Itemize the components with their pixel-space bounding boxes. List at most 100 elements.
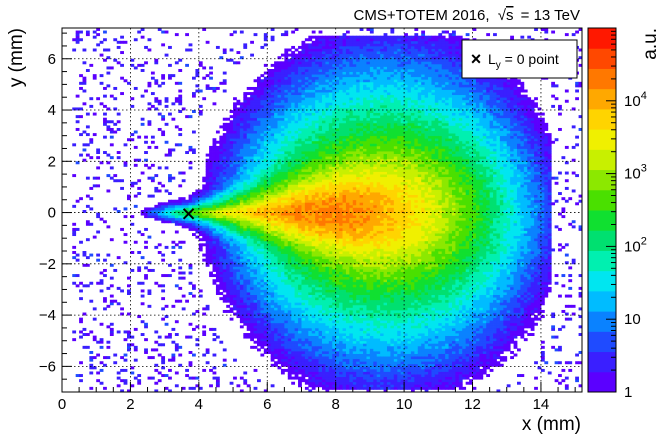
heatmap-cell xyxy=(144,210,148,213)
heatmap-cell xyxy=(301,353,306,357)
heatmap-cell xyxy=(308,230,313,234)
heatmap-cell xyxy=(226,174,231,178)
heatmap-cell xyxy=(332,374,337,378)
heatmap-cell xyxy=(291,115,296,119)
heatmap-cell xyxy=(109,263,114,267)
heatmap-cell xyxy=(325,138,330,142)
heatmap-cell xyxy=(260,238,265,242)
heatmap-cell xyxy=(263,184,268,188)
heatmap-cell xyxy=(267,207,272,211)
heatmap-cell xyxy=(243,312,248,316)
heatmap-cell xyxy=(328,204,333,208)
heatmap-cell xyxy=(243,317,248,321)
heatmap-cell xyxy=(318,130,323,134)
heatmap-cell xyxy=(277,148,282,152)
heatmap-cell xyxy=(270,238,275,242)
heatmap-cell xyxy=(328,179,333,183)
heatmap-cell xyxy=(311,325,316,329)
heatmap-cell xyxy=(215,207,220,211)
heatmap-cell xyxy=(332,343,337,347)
heatmap-cell xyxy=(89,371,94,375)
heatmap-cell xyxy=(315,143,319,147)
heatmap-cell xyxy=(168,179,172,183)
heatmap-cell xyxy=(174,204,179,208)
heatmap-cell xyxy=(257,181,261,185)
heatmap-cell xyxy=(328,279,333,283)
heatmap-cell xyxy=(202,220,207,224)
heatmap-cell xyxy=(308,156,313,160)
heatmap-cell xyxy=(260,176,265,180)
heatmap-cell xyxy=(123,240,128,244)
heatmap-cell xyxy=(280,92,285,96)
heatmap-cell xyxy=(209,199,213,203)
heatmap-cell xyxy=(318,207,323,211)
heatmap-cell xyxy=(325,125,330,129)
heatmap-cell xyxy=(318,212,323,216)
heatmap-cell xyxy=(308,51,313,55)
heatmap-cell xyxy=(215,233,220,237)
heatmap-cell xyxy=(233,312,237,316)
heatmap-cell xyxy=(284,202,289,206)
heatmap-cell xyxy=(257,317,261,321)
heatmap-cell xyxy=(301,138,306,142)
heatmap-cell xyxy=(219,340,224,344)
heatmap-cell xyxy=(209,327,213,331)
heatmap-cell xyxy=(96,184,101,188)
heatmap-cell xyxy=(233,240,237,244)
heatmap-cell xyxy=(332,215,337,219)
heatmap-cell xyxy=(239,174,244,178)
heatmap-cell xyxy=(311,184,316,188)
heatmap-cell xyxy=(298,161,302,165)
heatmap-cell xyxy=(113,174,118,178)
heatmap-cell xyxy=(168,199,172,203)
heatmap-cell xyxy=(291,353,296,357)
heatmap-cell xyxy=(294,297,299,301)
heatmap-cell xyxy=(294,274,299,278)
heatmap-cell xyxy=(198,225,203,229)
heatmap-cell xyxy=(106,107,111,111)
heatmap-cell xyxy=(113,179,118,183)
heatmap-cell xyxy=(246,325,251,329)
heatmap-cell xyxy=(226,266,231,270)
heatmap-cell xyxy=(270,197,275,201)
heatmap-cell xyxy=(236,184,241,188)
heatmap-cell xyxy=(120,312,124,316)
heatmap-cell xyxy=(99,340,104,344)
heatmap-cell xyxy=(253,153,258,157)
heatmap-cell xyxy=(222,153,227,157)
heatmap-cell xyxy=(318,245,323,249)
heatmap-cell xyxy=(284,63,289,67)
heatmap-cell xyxy=(284,204,289,208)
heatmap-cell xyxy=(246,130,251,134)
heatmap-cell xyxy=(284,58,289,62)
heatmap-cell xyxy=(263,192,268,196)
heatmap-cell xyxy=(304,148,309,152)
heatmap-cell xyxy=(253,289,258,293)
heatmap-cell xyxy=(263,71,268,75)
heatmap-cell xyxy=(226,261,231,265)
heatmap-cell xyxy=(267,127,272,131)
heatmap-cell xyxy=(311,284,316,288)
heatmap-cell xyxy=(75,40,80,44)
heatmap-cell xyxy=(239,168,244,172)
heatmap-cell xyxy=(188,217,193,221)
heatmap-cell xyxy=(109,127,114,131)
heatmap-cell xyxy=(287,102,292,106)
heatmap-cell xyxy=(205,171,210,175)
heatmap-cell xyxy=(304,158,309,162)
heatmap-cell xyxy=(322,199,326,203)
heatmap-cell xyxy=(239,153,244,157)
heatmap-cell xyxy=(212,281,217,285)
heatmap-cell xyxy=(294,199,299,203)
heatmap-cell xyxy=(133,66,138,70)
heatmap-cell xyxy=(219,207,224,211)
heatmap-cell xyxy=(219,197,224,201)
heatmap-cell xyxy=(311,53,316,57)
heatmap-cell xyxy=(195,71,200,75)
heatmap-cell xyxy=(287,92,292,96)
heatmap-cell xyxy=(322,79,326,83)
heatmap-cell xyxy=(280,84,285,88)
heatmap-cell xyxy=(253,248,258,252)
heatmap-cell xyxy=(222,181,227,185)
heatmap-cell xyxy=(253,292,258,295)
